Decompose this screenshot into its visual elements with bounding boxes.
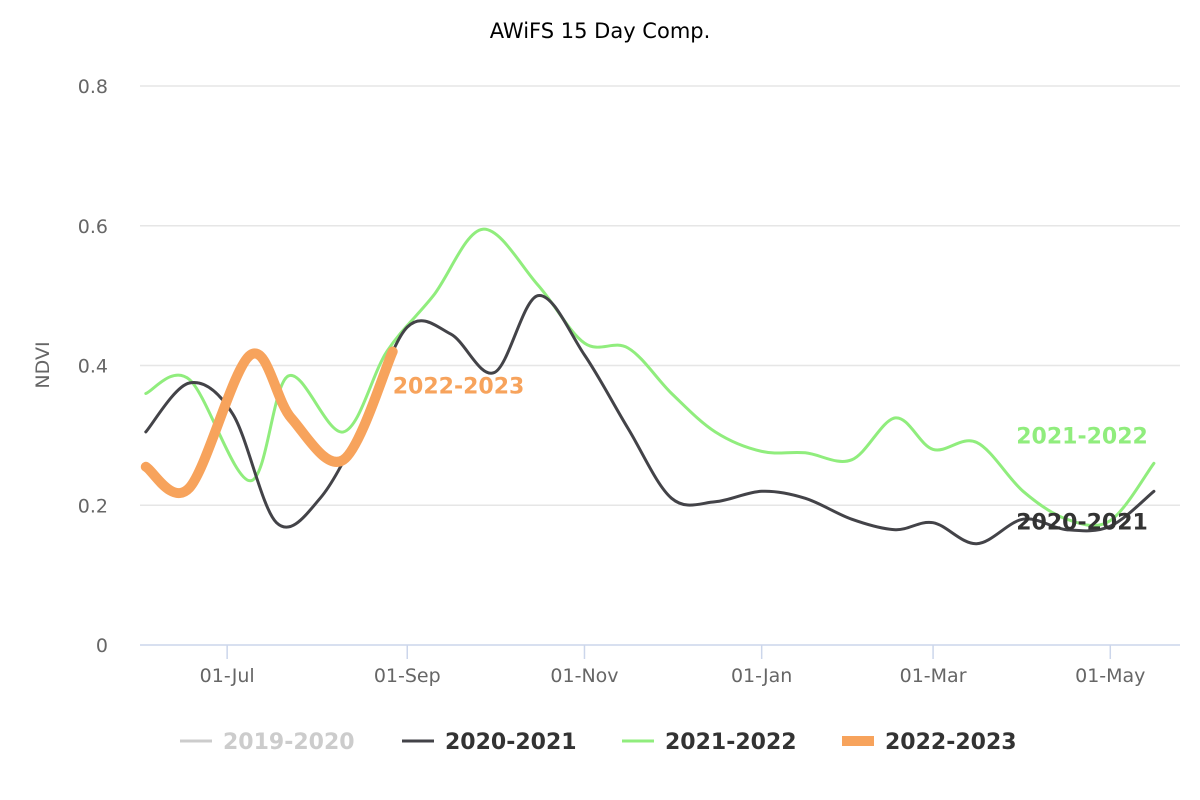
data-point <box>291 417 292 418</box>
data-point <box>851 459 852 460</box>
x-tick-label: 01-Nov <box>550 665 618 687</box>
legend-label: 2021-2022 <box>665 730 797 755</box>
data-point <box>976 442 977 443</box>
x-axis: 01-Jul 01-Sep 01-Nov 01-Jan 01-Mar 01-May <box>140 644 1180 687</box>
grid-lines <box>140 85 1180 506</box>
data-point <box>715 431 716 432</box>
data-point <box>189 487 190 488</box>
series-layer <box>140 227 1156 546</box>
legend: 2019-2020 2020-2021 2021-2022 2022-2023 <box>180 730 1017 755</box>
x-tick-label: 01-Mar <box>900 665 967 687</box>
data-point <box>145 466 146 467</box>
legend-item-2022-2023[interactable]: 2022-2023 <box>842 730 1017 755</box>
data-point <box>761 451 762 452</box>
data-point <box>976 543 977 544</box>
data-point <box>933 449 934 450</box>
data-point <box>145 393 146 394</box>
y-tick-label: 0 <box>96 635 108 657</box>
data-point <box>433 295 434 296</box>
series-line-2020-2021 <box>144 294 1156 546</box>
data-point <box>1153 491 1154 492</box>
legend-label: 2019-2020 <box>223 730 355 755</box>
data-point <box>761 491 762 492</box>
x-tick-label: 01-Jan <box>731 665 792 687</box>
data-point <box>628 428 629 429</box>
data-point <box>320 498 321 499</box>
series-line-2021-2022 <box>144 227 1156 528</box>
data-point <box>715 501 716 502</box>
x-tick-label: 01-Sep <box>374 665 441 687</box>
y-tick-label: 0.4 <box>78 356 108 378</box>
series-line-2022-2023 <box>140 346 398 498</box>
data-point <box>671 498 672 499</box>
data-point <box>1153 463 1154 464</box>
series-end-label: 2021-2022 <box>1016 424 1148 449</box>
data-point <box>933 522 934 523</box>
y-axis-ticks: 0 0.2 0.4 0.6 0.8 <box>78 76 108 657</box>
data-point <box>482 229 483 230</box>
x-tick-label: 01-May <box>1075 665 1145 687</box>
series-end-label: 2020-2021 <box>1016 510 1148 535</box>
data-point <box>805 498 806 499</box>
data-point <box>343 459 344 460</box>
y-axis-label: NDVI <box>32 341 54 388</box>
series-end-labels: 2021-2022 2020-2021 2022-2023 <box>393 375 1148 536</box>
data-point <box>276 522 277 523</box>
data-point <box>851 519 852 520</box>
data-point <box>145 431 146 432</box>
data-point <box>189 382 190 383</box>
data-point <box>250 355 251 356</box>
data-point <box>288 375 289 376</box>
data-point <box>494 372 495 373</box>
data-point <box>189 379 190 380</box>
data-point <box>671 393 672 394</box>
data-point <box>1023 491 1024 492</box>
data-point <box>450 334 451 335</box>
data-point <box>895 529 896 530</box>
y-tick-label: 0.8 <box>78 76 108 98</box>
data-point <box>537 285 538 286</box>
legend-item-2020-2021[interactable]: 2020-2021 <box>402 730 577 755</box>
data-point <box>537 295 538 296</box>
legend-item-2019-2020[interactable]: 2019-2020 <box>180 730 355 755</box>
chart-title: AWiFS 15 Day Comp. <box>490 19 711 43</box>
data-point <box>407 327 408 328</box>
x-tick-label: 01-Jul <box>200 665 255 687</box>
data-point <box>392 351 393 352</box>
legend-label: 2022-2023 <box>885 730 1017 755</box>
data-point <box>628 348 629 349</box>
series-end-label: 2022-2023 <box>393 375 525 400</box>
data-point <box>232 414 233 415</box>
legend-item-2021-2022[interactable]: 2021-2022 <box>622 730 797 755</box>
y-tick-label: 0.6 <box>78 216 108 238</box>
data-point <box>895 417 896 418</box>
data-point <box>584 343 585 344</box>
legend-label: 2020-2021 <box>445 730 577 755</box>
data-point <box>250 480 251 481</box>
data-point <box>584 355 585 356</box>
data-point <box>343 431 344 432</box>
y-tick-label: 0.2 <box>78 495 108 517</box>
data-point <box>805 452 806 453</box>
